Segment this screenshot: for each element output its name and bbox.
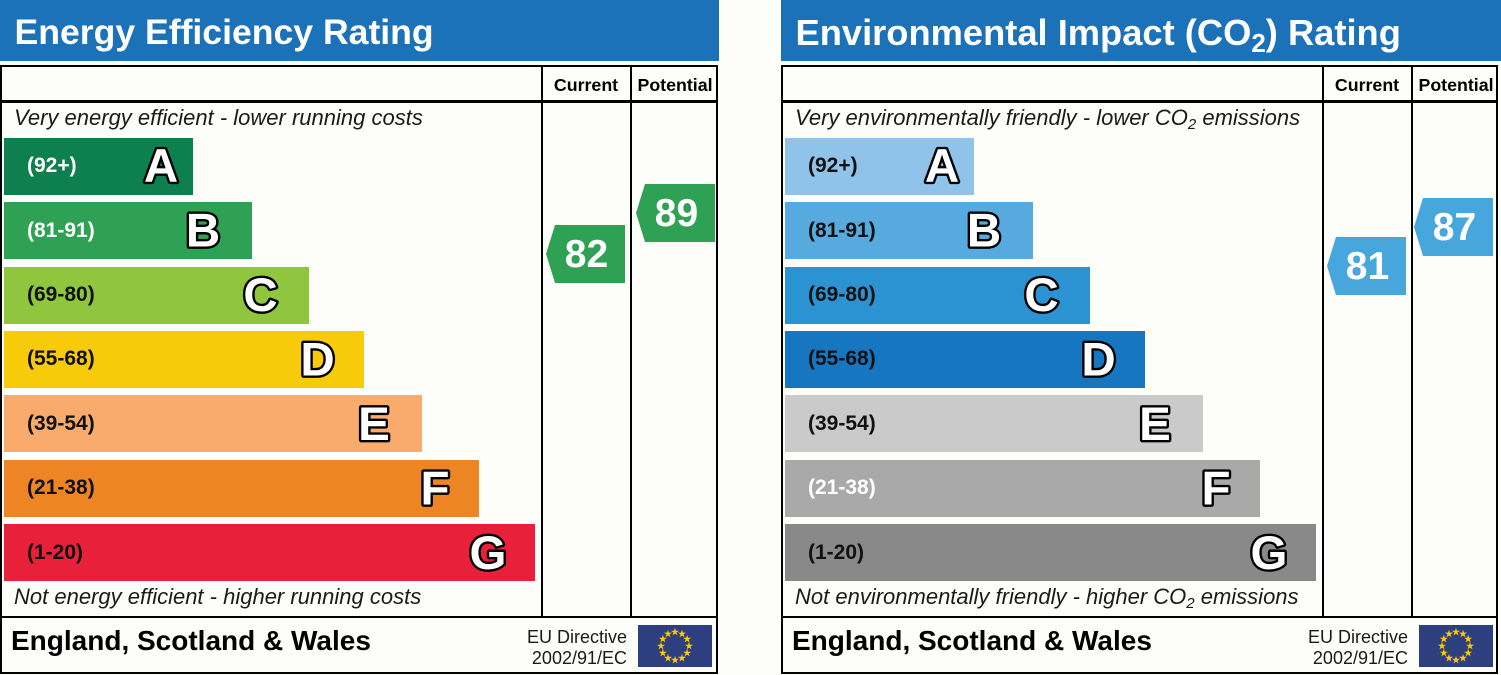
- svg-text:B: B: [186, 205, 220, 258]
- svg-text:E: E: [358, 398, 390, 451]
- svg-text:A: A: [925, 140, 959, 193]
- svg-text:G: G: [470, 527, 507, 580]
- svg-text:B: B: [967, 205, 1001, 258]
- svg-text:A: A: [144, 140, 178, 193]
- svg-text:E: E: [1139, 398, 1171, 451]
- svg-text:G: G: [1251, 527, 1288, 580]
- svg-text:F: F: [1201, 462, 1230, 515]
- svg-text:F: F: [420, 462, 449, 515]
- svg-text:D: D: [300, 334, 334, 387]
- svg-text:C: C: [1024, 269, 1058, 322]
- svg-text:D: D: [1081, 334, 1115, 387]
- svg-text:C: C: [243, 269, 277, 322]
